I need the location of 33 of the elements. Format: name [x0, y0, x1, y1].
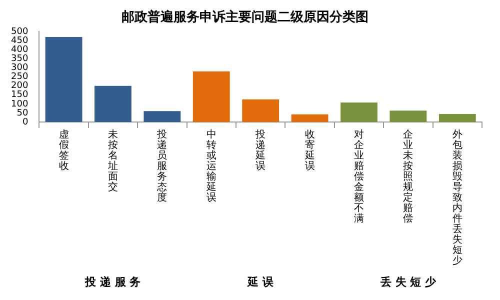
x-tick-label: 投递延误	[254, 128, 266, 172]
bar	[45, 37, 82, 122]
y-tick-label: 150	[10, 90, 28, 100]
category-label: 外包装损毁导致内件丢失短少	[452, 130, 462, 267]
bar	[390, 110, 427, 122]
y-tick-label: 350	[10, 54, 28, 64]
y-tick-label: 50	[16, 108, 28, 118]
text: 延 误	[246, 275, 274, 288]
y-tick-label: 400	[10, 45, 28, 56]
x-tick-label: 未按名址面交	[106, 128, 118, 194]
x-tick-label: 中转或运输延误	[205, 128, 216, 204]
bar	[94, 86, 132, 122]
y-tick-label: 100	[10, 99, 28, 110]
y-tick-label: 300	[10, 63, 28, 74]
bar	[340, 102, 378, 122]
category-label: 企业未按照规定赔偿	[403, 130, 414, 225]
y-tick-label: 200	[10, 81, 28, 92]
text: 丢 失 短 少	[379, 275, 437, 288]
y-tick-label: 500	[10, 26, 28, 37]
bar	[438, 114, 476, 122]
bar	[192, 71, 230, 122]
y-tick-label: 250	[10, 72, 28, 82]
y-tick-label: 0	[22, 117, 28, 128]
y-tick-label: 450	[10, 36, 28, 46]
x-tick-label: 收寄延误	[304, 130, 315, 172]
x-tick-label: 虚假签收	[58, 128, 69, 172]
bar	[291, 114, 328, 122]
bar	[144, 111, 181, 122]
category-label: 对企业赔偿金额不满	[354, 130, 364, 225]
text: 投 递 服 务	[84, 275, 141, 288]
x-tick-label: 投递员服务态度	[156, 128, 168, 204]
chart-title: 邮政普遍服务申诉主要问题二级原因分类图	[122, 9, 368, 26]
bar	[242, 99, 280, 122]
